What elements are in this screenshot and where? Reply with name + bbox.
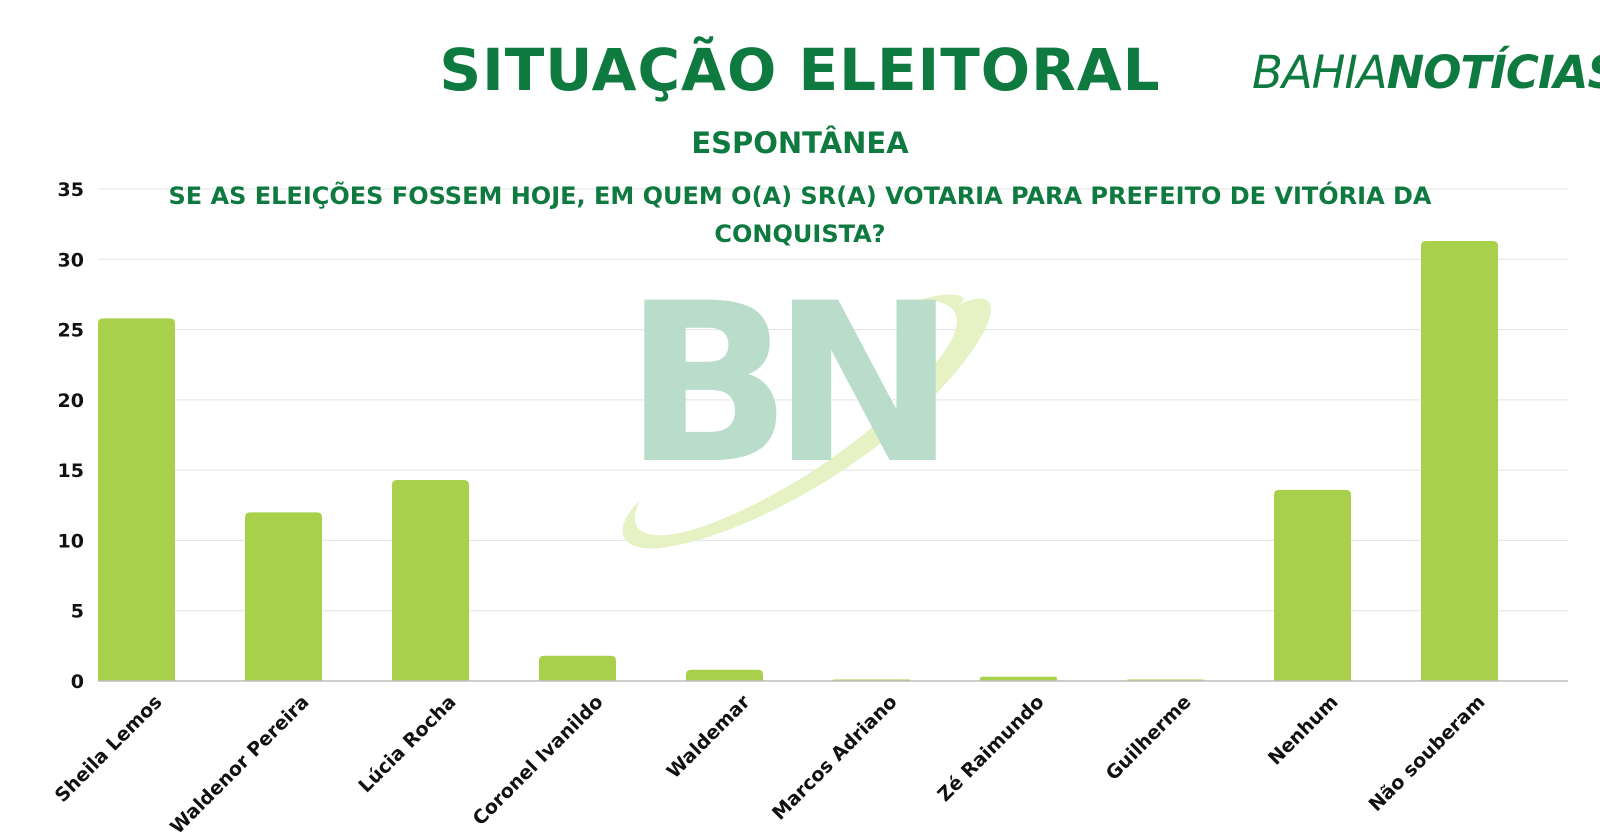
x-tick-label: Waldenor Pereira bbox=[166, 691, 313, 838]
y-tick-label: 15 bbox=[58, 460, 84, 482]
bar-3 bbox=[392, 479, 469, 681]
chart-title: SITUAÇÃO ELEITORAL bbox=[439, 36, 1161, 104]
x-tick-label: Marcos Adriano bbox=[768, 691, 902, 825]
x-tick-label: Coronel Ivanildo bbox=[469, 691, 608, 830]
x-tick-label: Waldemar bbox=[663, 691, 755, 783]
chart-subtitle: ESPONTÂNEA bbox=[691, 126, 909, 160]
y-tick-label: 25 bbox=[58, 320, 84, 342]
y-tick-label: 30 bbox=[58, 249, 84, 271]
bar-2 bbox=[245, 512, 322, 681]
watermark: BN bbox=[622, 256, 991, 549]
bar-7 bbox=[980, 676, 1057, 681]
x-tick-label: Sheila Lemos bbox=[51, 691, 167, 807]
x-tick-label: Guilherme bbox=[1102, 691, 1196, 785]
logo-text-bahia: BAHIA bbox=[1252, 46, 1388, 99]
bar-1 bbox=[98, 318, 175, 681]
bars bbox=[98, 241, 1498, 682]
bahia-noticias-logo: BAHIANOTÍCIAS bbox=[1252, 46, 1600, 99]
y-tick-label: 5 bbox=[71, 601, 84, 623]
bar-4 bbox=[539, 655, 616, 681]
x-tick-label: Lúcia Rocha bbox=[354, 691, 460, 797]
logo-text-noticias: NOTÍCIAS bbox=[1386, 46, 1600, 99]
x-tick-label: Nenhum bbox=[1264, 691, 1343, 770]
watermark-bn-text: BN bbox=[624, 256, 936, 512]
bar-5 bbox=[686, 669, 763, 681]
y-tick-label: 0 bbox=[71, 671, 84, 693]
y-tick-label: 10 bbox=[58, 530, 84, 552]
bar-9 bbox=[1274, 489, 1351, 681]
x-tick-label: Zé Raimundo bbox=[933, 691, 1048, 806]
survey-question: SE AS ELEIÇÕES FOSSEM HOJE, EM QUEM O(A)… bbox=[168, 182, 1432, 248]
y-tick-label: 35 bbox=[58, 179, 84, 201]
bar-10 bbox=[1421, 241, 1498, 682]
y-tick-label: 20 bbox=[58, 390, 84, 412]
x-tick-label: Não souberam bbox=[1365, 691, 1490, 816]
